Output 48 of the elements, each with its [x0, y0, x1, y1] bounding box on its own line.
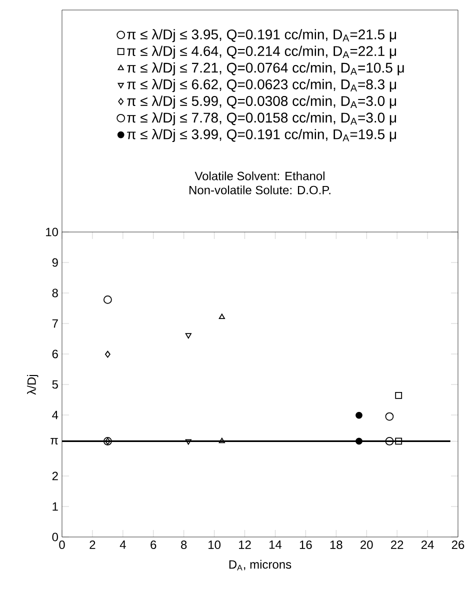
- x-tick-label: 8: [181, 540, 187, 550]
- x-tick-label: 12: [239, 540, 251, 549]
- legend-label: π ≤ λ/Dj ≤ 7.78, Q=0.0158 cc/min, D$_{A}$=3.0 μ: [127, 112, 396, 126]
- point: [103, 296, 112, 304]
- point: [395, 438, 402, 445]
- x-tick-label: 6: [150, 540, 156, 550]
- y-tick-label: 9: [52, 258, 58, 267]
- y-tick-label: 2: [52, 472, 58, 480]
- legend-label: π ≤ λ/Dj ≤ 3.95, Q=0.191 cc/min, D$_{A}$=21.5 μ: [127, 29, 396, 42]
- x-tick-label: 2: [90, 540, 96, 549]
- legend-label: π ≤ λ/Dj ≤ 4.64, Q=0.214 cc/min, D$_{A}$=22.1 μ: [127, 46, 396, 59]
- x-tick-label: 20: [360, 540, 373, 550]
- x-tick-label: 18: [330, 540, 342, 550]
- y-tick-label: 0: [52, 532, 58, 542]
- x-tick-label: 0: [59, 540, 65, 550]
- point: [356, 438, 362, 445]
- legend-label: π ≤ λ/Dj ≤ 6.62, Q=0.0623 cc/min, D$_{A}$=8.3 μ: [127, 79, 396, 92]
- point: [218, 438, 225, 444]
- text: Volatile Solvent: Ethanol: [194, 171, 324, 180]
- legend-label: π ≤ λ/Dj ≤ 5.99, Q=0.0308 cc/min, D$_{A}$=3.0 μ: [127, 96, 396, 109]
- legend-label: π ≤ λ/Dj ≤ 3.99, Q=0.191 cc/min, D$_{A}$=19.5 μ: [127, 128, 396, 142]
- x-tick-label: 26: [452, 540, 464, 550]
- y-tick-label: 7: [52, 319, 58, 328]
- y-tick-label: 1: [52, 502, 58, 511]
- point: [185, 333, 192, 339]
- y-axis-title: λ/Dj: [27, 374, 38, 395]
- y-tick-label: 5: [52, 380, 58, 389]
- point: [185, 439, 192, 445]
- point: [385, 412, 394, 421]
- y-tick-label: 10: [46, 228, 58, 236]
- point: [356, 412, 362, 419]
- point: [104, 350, 110, 358]
- x-tick-label: 22: [390, 540, 404, 549]
- y-tick-label: 6: [52, 350, 58, 358]
- y-tick-label: 8: [52, 288, 58, 298]
- y-tick-label: 4: [52, 410, 58, 420]
- point: [395, 392, 402, 399]
- x-tick-label: 14: [269, 540, 282, 549]
- text: Non-volatile Solute: D.O.P.: [190, 186, 330, 194]
- x-tick-label: 16: [300, 540, 312, 550]
- x-tick-label: 24: [421, 540, 434, 549]
- point: [218, 314, 225, 320]
- x-axis-title: D$_{A}$, microns: [229, 560, 292, 570]
- legend-label: π ≤ λ/Dj ≤ 7.21, Q=0.0764 cc/min, D$_{A}$=10.5 μ: [127, 62, 404, 76]
- x-tick-label: 10: [208, 540, 221, 550]
- point: [385, 437, 394, 446]
- x-tick-label: 4: [120, 540, 126, 549]
- y-tick-label: π: [50, 438, 58, 444]
